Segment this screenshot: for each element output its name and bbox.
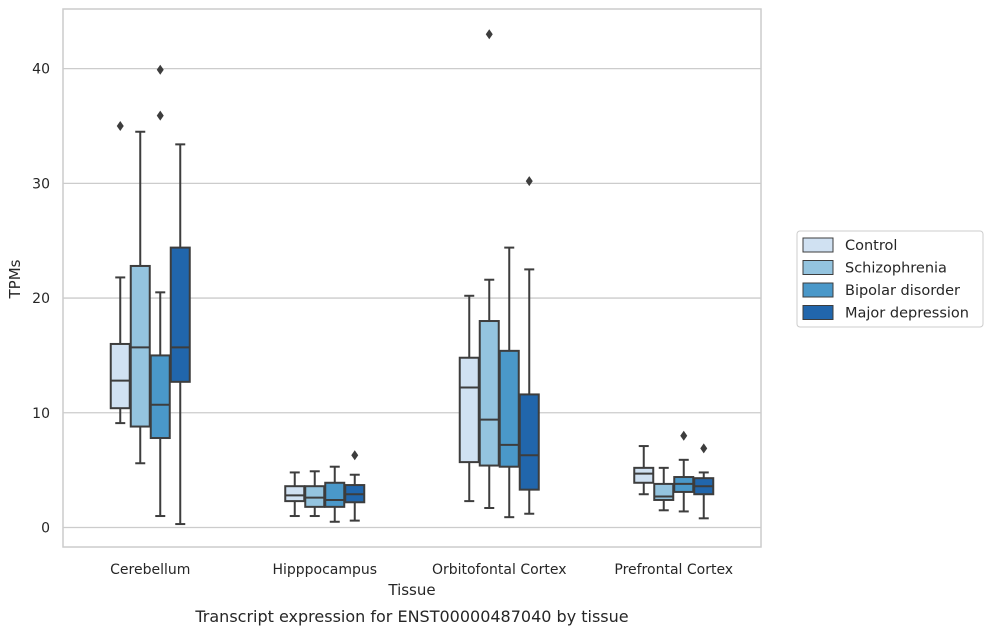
- box: [304, 485, 326, 508]
- x-tick-label: Hipppocampus: [272, 562, 377, 578]
- box: [149, 354, 171, 440]
- box: [633, 466, 655, 484]
- outlier-marker: [700, 443, 708, 454]
- box-group: [633, 445, 655, 496]
- box-group: [653, 466, 675, 512]
- outlier-marker: [485, 29, 493, 40]
- box: [129, 264, 151, 428]
- box: [324, 481, 346, 508]
- y-tick-label: 30: [32, 176, 50, 192]
- outlier-marker: [116, 121, 124, 132]
- box-group: [324, 465, 346, 523]
- box-layer: [109, 29, 715, 526]
- box-group: [673, 430, 695, 513]
- legend-swatch: [802, 282, 834, 298]
- y-axis-label: TPMs: [6, 259, 24, 299]
- box-group: [169, 143, 191, 526]
- y-tick-label: 40: [32, 62, 50, 78]
- box-group: [109, 121, 131, 425]
- x-tick-label: Prefrontal Cortex: [614, 562, 733, 578]
- box-group: [284, 471, 306, 518]
- y-tick-label: 0: [41, 520, 50, 536]
- box-group: [478, 29, 500, 509]
- legend-label: Schizophrenia: [845, 261, 947, 277]
- legend-swatch: [802, 260, 834, 275]
- legend-label: Bipolar disorder: [845, 283, 960, 299]
- outlier-marker: [525, 176, 533, 187]
- outlier-marker: [680, 430, 688, 441]
- x-axis-label: Tissue: [387, 581, 435, 599]
- box-group: [693, 443, 715, 520]
- outlier-marker: [351, 450, 359, 461]
- box: [284, 485, 306, 503]
- legend-swatch: [802, 237, 834, 253]
- box: [653, 482, 675, 501]
- legend-swatch: [802, 305, 834, 320]
- box-group: [149, 64, 171, 518]
- box-group: [458, 294, 480, 503]
- box-group: [129, 130, 151, 465]
- box-group: [498, 246, 520, 519]
- x-tick-label: Orbitofontal Cortex: [432, 562, 567, 578]
- y-tick-label: 20: [32, 291, 50, 307]
- x-tick-label: Cerebellum: [110, 562, 190, 578]
- box-group: [304, 470, 326, 518]
- box: [169, 246, 191, 383]
- legend-label: Major depression: [845, 306, 969, 322]
- legend: Control Schizophrenia Bipolar disorder Majo…: [796, 230, 984, 328]
- box: [498, 349, 520, 468]
- outlier-marker: [156, 110, 164, 121]
- box: [478, 320, 500, 467]
- outlier-marker: [156, 64, 164, 75]
- plot-area-frame: [62, 8, 762, 548]
- chart-caption: Transcript expression for ENST0000048704…: [194, 607, 628, 626]
- legend-label: Control: [845, 238, 897, 254]
- box: [518, 393, 540, 491]
- legend-frame: [796, 230, 984, 328]
- box: [109, 342, 131, 410]
- box-group: [344, 450, 366, 522]
- y-tick-label: 10: [32, 406, 50, 422]
- grid-lines: [63, 68, 761, 529]
- tick-labels: 0 10 20 30 40 Cerebellum Hipppocampus Orbitofon…: [32, 62, 733, 578]
- box: [458, 356, 480, 464]
- box-group: [518, 176, 540, 515]
